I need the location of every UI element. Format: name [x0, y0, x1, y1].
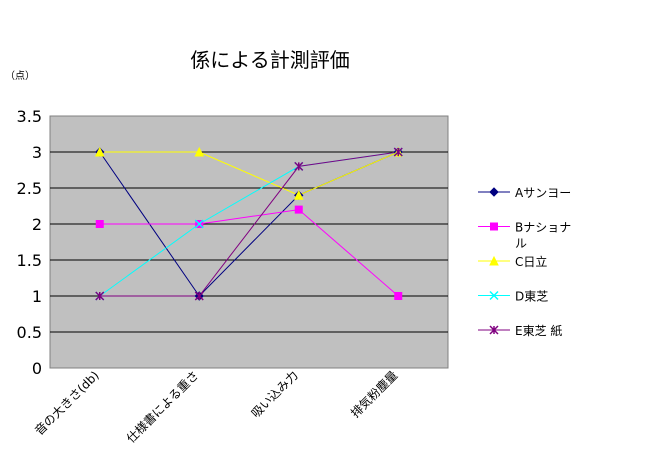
data-point — [294, 161, 304, 171]
plot-area — [49, 115, 449, 369]
legend-marker — [489, 290, 499, 301]
legend-marker — [489, 325, 499, 335]
x-tick-label: 排気粉塵量 — [347, 368, 400, 421]
data-point — [394, 292, 403, 300]
chart-title: 係による計測評価 — [190, 48, 349, 72]
data-point — [393, 147, 403, 157]
series-line-3 — [99, 151, 399, 196]
data-point — [94, 146, 105, 157]
legend-label: D東芝 — [515, 289, 548, 304]
data-point — [194, 291, 204, 301]
legend-marker — [489, 255, 499, 266]
data-point — [194, 219, 204, 229]
x-tick-label: 吸い込み力 — [249, 368, 301, 420]
series-line-2 — [99, 209, 399, 297]
data-point — [294, 205, 303, 214]
data-point — [194, 146, 205, 157]
x-tick-label: 音の大きさ(db) — [31, 368, 101, 438]
y-tick-label: 2 — [32, 215, 42, 234]
legend-marker — [490, 222, 498, 231]
series-markers — [94, 146, 404, 301]
legend-label: Aサンヨー — [515, 186, 571, 200]
y-tick-label: 2.5 — [17, 179, 42, 198]
legend-marker — [489, 187, 499, 197]
y-tick-label: 0.5 — [17, 323, 42, 342]
data-point — [95, 220, 104, 228]
y-tick-label: 1 — [32, 287, 42, 306]
series-lines — [99, 151, 399, 297]
series-line-5 — [99, 151, 399, 297]
legend-label: C日立 — [515, 254, 547, 269]
y-axis: 0 0.5 1 1.5 2 2.5 3 3.5 — [17, 107, 42, 378]
data-point — [95, 291, 105, 301]
data-point — [293, 190, 304, 200]
y-axis-unit-label: （点） — [5, 70, 35, 82]
y-tick-label: 0 — [32, 359, 42, 378]
legend-label: Bナショナ — [515, 221, 571, 235]
y-tick-label: 3 — [32, 143, 42, 162]
y-tick-label: 3.5 — [17, 107, 42, 126]
y-tick-label: 1.5 — [17, 251, 42, 270]
x-axis: 音の大きさ(db) 仕様書による重さ 吸い込み力 排気粉塵量 — [31, 368, 400, 446]
legend-label: E東芝 紙 — [515, 323, 562, 338]
legend-label-continued: ル — [515, 237, 527, 251]
x-tick-label: 仕様書による重さ — [124, 368, 202, 446]
